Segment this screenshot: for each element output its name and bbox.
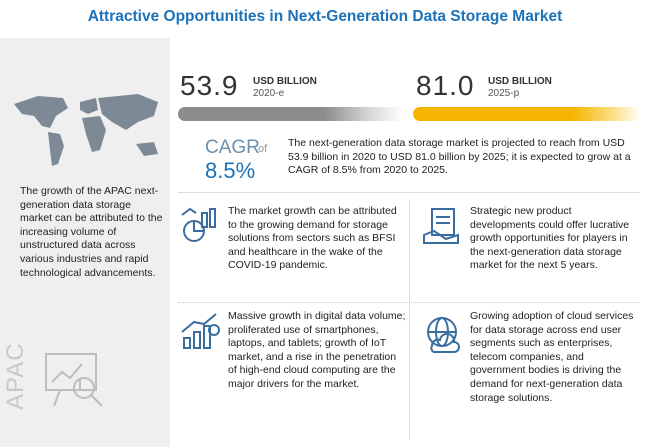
- card-text: Massive growth in digital data volume; p…: [228, 310, 406, 390]
- region-label: APAC: [2, 342, 29, 410]
- side-panel: [0, 38, 170, 447]
- cagr-label: CAGR: [205, 137, 260, 158]
- apac-icon: [45, 353, 103, 407]
- stat-unit: USD BILLION: [253, 76, 317, 87]
- divider: [178, 302, 640, 303]
- card-text: Strategic new product developments could…: [470, 205, 630, 272]
- stat-value: 53.9: [180, 70, 239, 101]
- stat-year: 2020-e: [253, 88, 285, 99]
- card-text: Growing adoption of cloud services for d…: [470, 310, 634, 404]
- stat-year: 2025-p: [488, 88, 520, 99]
- stat-bar: [413, 107, 641, 121]
- cagr-connector: of: [258, 143, 268, 155]
- card-icon: [427, 317, 460, 353]
- title: Attractive Opportunities in Next-Generat…: [87, 8, 563, 25]
- cagr-value: 8.5%: [205, 158, 256, 183]
- summary: The next-generation data storage market …: [288, 137, 631, 177]
- card-icon: [181, 207, 216, 242]
- card-text: The market growth can be attributed to t…: [228, 205, 397, 272]
- card-icon: [423, 208, 459, 244]
- stat-unit: USD BILLION: [488, 76, 552, 87]
- divider: [409, 200, 410, 440]
- side-text: The growth of the APAC next-generation d…: [20, 185, 163, 279]
- card-icon: [181, 313, 220, 349]
- divider: [178, 192, 640, 193]
- world-map: [14, 94, 158, 166]
- stat-bar: [178, 107, 403, 121]
- stat-value: 81.0: [416, 70, 475, 101]
